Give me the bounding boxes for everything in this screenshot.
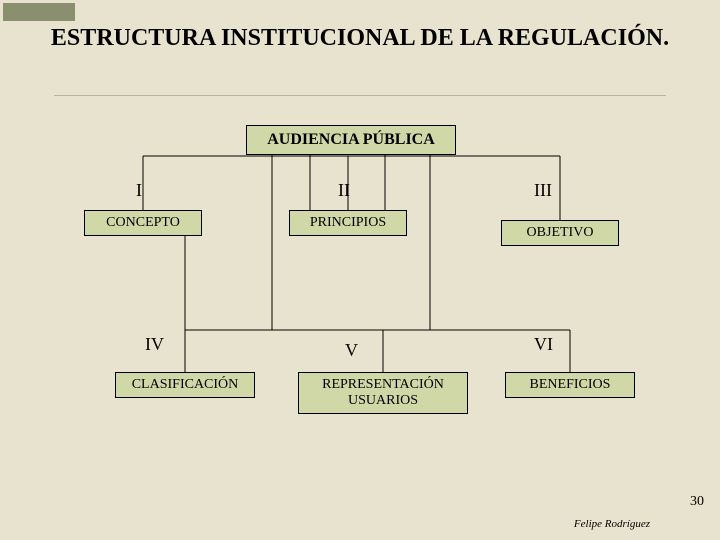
roman-5: V (345, 340, 358, 361)
box-objetivo: OBJETIVO (501, 220, 619, 246)
box-clasificacion: CLASIFICACIÓN (115, 372, 255, 398)
roman-2: II (338, 180, 350, 201)
box-concepto: CONCEPTO (84, 210, 202, 236)
title-underline (54, 95, 666, 96)
box-beneficios: BENEFICIOS (505, 372, 635, 398)
roman-3: III (534, 180, 552, 201)
page-title: ESTRUCTURA INSTITUCIONAL DE LA REGULACIÓ… (0, 24, 720, 53)
roman-4: IV (145, 334, 164, 355)
roman-6: VI (534, 334, 553, 355)
author-name: Felipe Rodríguez (574, 518, 650, 530)
accent-bar (3, 3, 75, 21)
roman-1: I (136, 180, 142, 201)
box-principios: PRINCIPIOS (289, 210, 407, 236)
box-representacion: REPRESENTACIÓN USUARIOS (298, 372, 468, 414)
connector-lines (0, 0, 720, 540)
root-box: AUDIENCIA PÚBLICA (246, 125, 456, 155)
slide-number: 30 (690, 494, 704, 510)
